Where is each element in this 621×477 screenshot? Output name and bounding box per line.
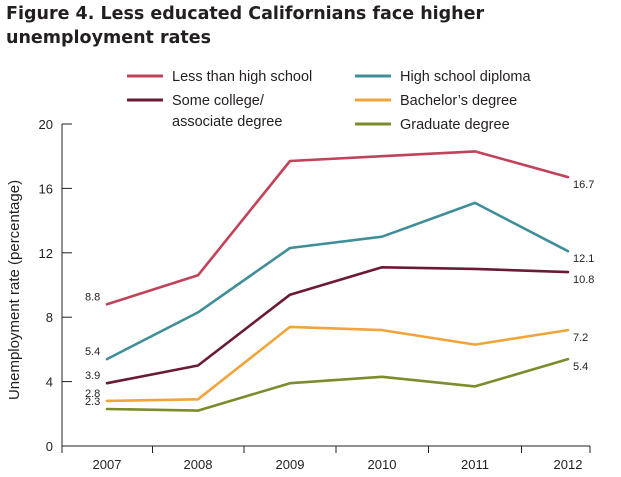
y-tick-label: 4: [46, 375, 53, 390]
y-tick-label: 8: [46, 310, 53, 325]
legend-label-hsd: High school diploma: [400, 69, 532, 85]
data-label-hsd: 12.1: [573, 253, 594, 265]
chart-title: Figure 4. Less educated Californians fac…: [6, 2, 606, 50]
data-label-scad: 10.8: [573, 274, 594, 286]
series-line-grad: [105, 357, 570, 412]
data-label-lths: 8.8: [85, 291, 100, 303]
chart-data-labels: 8.8 16.7 5.4 12.1 3.9 10.8 2.8 7.2 2.3 5.4: [85, 179, 594, 408]
chart-title-line-1: Figure 4. Less educated Californians fac…: [6, 4, 485, 24]
y-tick-label: 20: [39, 117, 53, 132]
data-label-ba: 2.8: [85, 388, 100, 400]
data-label-grad: 2.3: [85, 396, 100, 408]
y-tick-label: 16: [39, 181, 53, 196]
data-label-grad: 5.4: [573, 361, 588, 373]
legend-label-ba: Bachelor’s degree: [400, 93, 517, 109]
x-tick-label: 2007: [93, 457, 122, 472]
data-label-lths: 16.7: [573, 179, 594, 191]
legend-label-scad: Some college/: [172, 93, 265, 109]
x-tick-label: 2012: [554, 457, 583, 472]
chart-title-line-2: unemployment rates: [6, 28, 212, 48]
x-tick-label: 2011: [461, 457, 489, 472]
chart-legend: Less than high school High school diploma…: [127, 69, 532, 133]
data-label-scad: 3.9: [85, 370, 100, 382]
x-tick-label: 2008: [184, 457, 213, 472]
y-axis-label: Unemployment rate (percentage): [6, 180, 23, 400]
chart-axes: 0 4 8 12 16 20 2007 2008 2009 2010 2011 2012 Unemplo…: [6, 117, 591, 472]
series-line-lths: [105, 150, 570, 306]
x-tick-label: 2010: [368, 457, 397, 472]
legend-label-lths: Less than high school: [172, 69, 312, 85]
chart-series: [105, 150, 570, 412]
y-tick-label: 12: [39, 246, 53, 261]
data-label-ba: 7.2: [573, 332, 588, 344]
data-label-hsd: 5.4: [85, 346, 100, 358]
series-line-hsd: [105, 201, 570, 361]
x-tick-label: 2009: [276, 457, 305, 472]
series-line-ba: [105, 325, 570, 403]
legend-label-scad: associate degree: [172, 114, 282, 130]
series-line-scad: [105, 265, 570, 385]
y-tick-label: 0: [46, 439, 53, 454]
legend-label-grad: Graduate degree: [400, 117, 510, 133]
